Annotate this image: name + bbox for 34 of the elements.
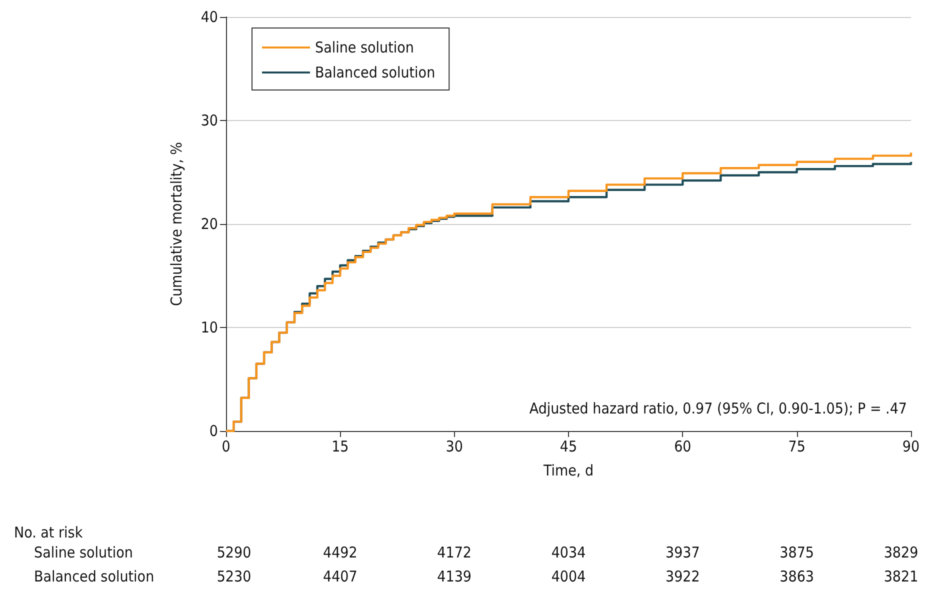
text: Saline solution	[34, 544, 133, 562]
y-tick-label: 30	[200, 112, 218, 130]
text: 3922	[665, 568, 700, 586]
x-axis-title: Time, d	[542, 462, 594, 480]
y-tick-label: 40	[200, 8, 218, 26]
text: 4407	[322, 568, 358, 586]
annotation: Adjusted hazard ratio, 0.97 (95% CI, 0.90-1.05); P = .47	[529, 400, 908, 418]
text: 3937	[665, 544, 700, 562]
text: 5230	[216, 568, 252, 586]
text: Balanced solution	[34, 568, 154, 586]
text: No. at risk	[14, 524, 83, 542]
text: 4034	[551, 544, 586, 562]
text: 4492	[322, 544, 358, 562]
text: 4172	[437, 544, 472, 562]
text: 4139	[437, 568, 472, 586]
text: 3875	[780, 544, 814, 562]
x-tick-label: 60	[674, 438, 692, 456]
x-tick-label: 90	[902, 438, 920, 456]
y-tick-label: 10	[200, 318, 218, 336]
y-tick-label: 0	[209, 422, 218, 440]
x-tick-label: 30	[446, 438, 463, 456]
x-tick-label: 15	[332, 438, 349, 456]
text: 3829	[884, 544, 918, 562]
x-tick-label: 0	[222, 438, 230, 456]
y-axis-title: Cumulative mortality, %	[168, 142, 186, 306]
text: 5290	[216, 544, 252, 562]
y-tick-label: 20	[200, 215, 218, 233]
text: 4004	[551, 568, 586, 586]
x-tick-label: 75	[788, 438, 806, 456]
legend-label: Saline solution	[315, 38, 414, 56]
text: 3863	[780, 568, 814, 586]
x-tick-label: 45	[560, 438, 578, 456]
text: 3821	[884, 568, 918, 586]
legend-label: Balanced solution	[315, 64, 436, 82]
